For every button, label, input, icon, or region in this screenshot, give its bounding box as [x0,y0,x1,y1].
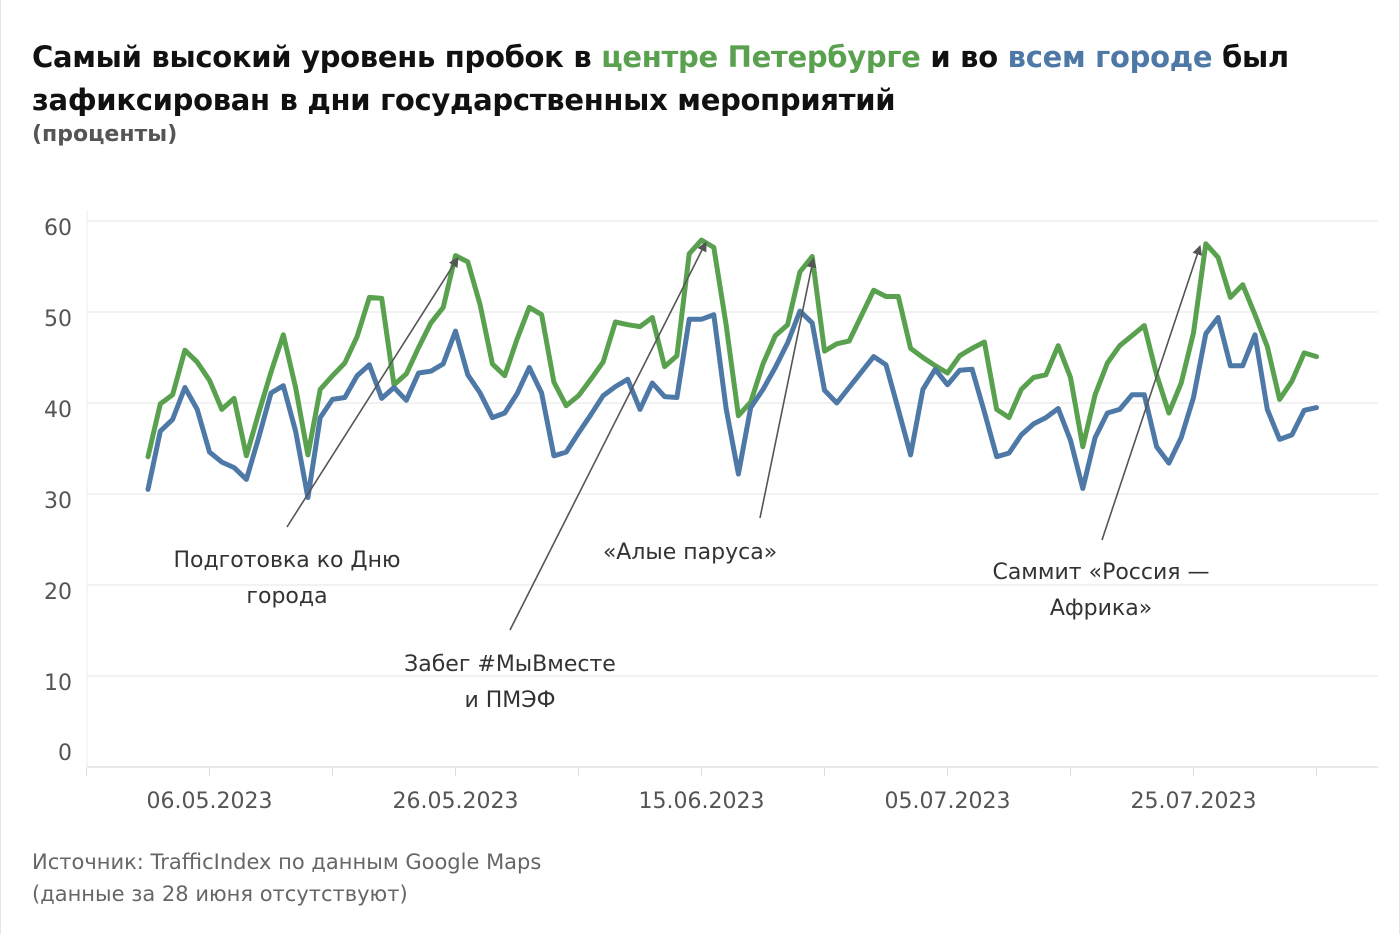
source-note: Источник: TrafficIndex по данным Google … [32,846,541,910]
title-part: был зафиксирован в дни государственных м… [32,40,1289,117]
x-tick-label: 26.05.2023 [393,789,519,814]
annotation-arrow [509,241,707,631]
title-part: Самый высокий уровень пробок в [32,40,602,74]
annotation-arrow [759,257,817,519]
annotation-arrow [1101,244,1203,541]
y-tick-label: 20 [44,580,72,605]
annotation-label: Подготовка ко Дню [173,548,400,573]
x-tick-label: 06.05.2023 [147,789,273,814]
y-tick-label: 60 [44,216,72,241]
chart-subtitle: (проценты) [32,122,178,147]
annotation-label: и ПМЭФ [464,688,555,713]
source-line: Источник: TrafficIndex по данным Google … [32,850,542,874]
annotation-label: Африка» [1050,596,1152,621]
annotation-label: «Алые паруса» [603,540,777,565]
y-tick-label: 0 [58,741,72,766]
y-tick-label: 30 [44,489,72,514]
title-city-highlight: всем городе [1007,40,1213,74]
x-tick-label: 15.06.2023 [639,789,765,814]
title-part: и во [920,40,1008,74]
x-tick-label: 05.07.2023 [885,789,1011,814]
annotation-label: Саммит «Россия — [992,560,1209,585]
y-tick-label: 40 [44,398,72,423]
series-line-city [145,308,1319,501]
x-tick-label: 25.07.2023 [1131,789,1257,814]
title-center-highlight: центре Петербурге [601,40,921,74]
y-tick-label: 10 [44,671,72,696]
annotation-label: города [246,584,327,609]
y-tick-label: 50 [44,307,72,332]
annotation-label: Забег #МыВместе [404,652,616,677]
series-line-center [145,237,1319,460]
annotation-arrow [286,256,459,528]
chart-title: Самый высокий уровень пробок в центре Пе… [32,36,1372,122]
missing-data-note: (данные за 28 июня отсутствуют) [32,882,408,906]
